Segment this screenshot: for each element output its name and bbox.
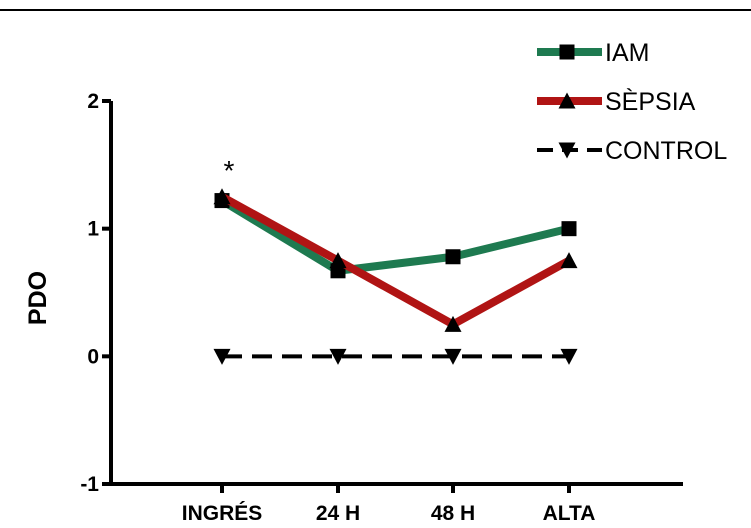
legend-item-control: CONTROL [537, 137, 727, 165]
legend-label: SÈPSIA [605, 87, 696, 116]
square-marker [559, 44, 575, 60]
y-tick-label: -1 [80, 473, 99, 496]
legend-label: IAM [605, 39, 649, 67]
square-marker [445, 249, 461, 265]
y-tick-label: 1 [87, 218, 99, 241]
x-tick-label: ALTA [543, 502, 596, 525]
triangle-down-marker [558, 142, 576, 159]
legend: IAM SÈPSIA CONTROL [537, 39, 727, 165]
square-marker [561, 221, 577, 237]
series-layer [213, 188, 578, 365]
triangle-up-marker [444, 315, 462, 332]
y-tick-label: 0 [87, 345, 99, 368]
x-tick-label: 24 H [316, 502, 360, 525]
annotations: * [224, 155, 235, 186]
triangle-down-marker [329, 348, 347, 365]
triangle-up-marker [329, 252, 347, 269]
x-tick-label: 48 H [431, 502, 475, 525]
significance-asterisk: * [224, 155, 235, 186]
y-axis-label: PDO [24, 271, 52, 325]
legend-label: CONTROL [605, 137, 727, 165]
legend-item-iam: IAM [537, 39, 649, 67]
triangle-up-marker [558, 92, 576, 109]
series-control [213, 348, 578, 365]
triangle-down-marker [560, 348, 578, 365]
series-iam [214, 193, 577, 279]
triangle-down-marker [213, 348, 231, 365]
x-tick-label: INGRÉS [182, 502, 263, 525]
legend-item-sèpsia: SÈPSIA [537, 87, 696, 116]
series-sèpsia [213, 188, 578, 332]
series-line [219, 197, 570, 275]
y-tick-label: 2 [87, 90, 99, 113]
triangle-up-marker [560, 252, 578, 269]
series-line [220, 193, 571, 329]
triangle-up-marker [213, 188, 231, 205]
axes: -1 0 1 2 INGRÉS 24 H 48 H ALTA [80, 90, 683, 525]
triangle-down-marker [444, 348, 462, 365]
